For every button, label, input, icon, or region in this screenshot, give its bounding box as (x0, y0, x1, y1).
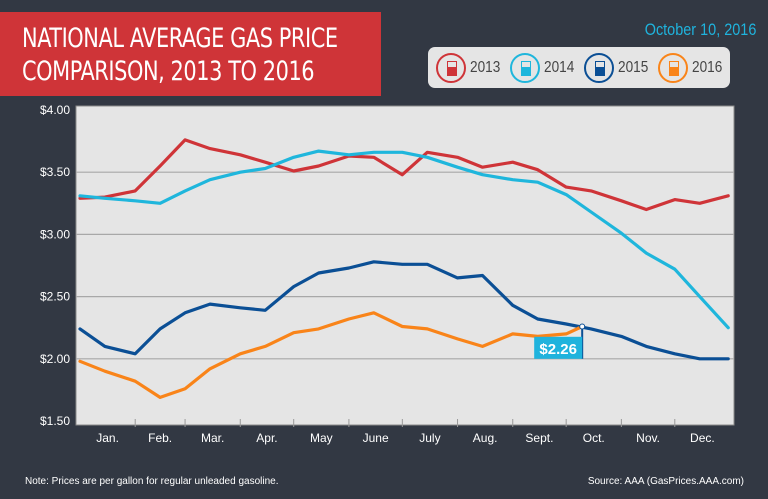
x-tick-label: Apr. (256, 431, 277, 445)
title-banner: NATIONAL AVERAGE GAS PRICE COMPARISON, 2… (0, 12, 381, 96)
x-tick-label: July (419, 431, 440, 445)
y-tick-label: $1.50 (40, 414, 70, 428)
line-chart: $4.00 $3.50 $3.00 $2.50 $2.00 $1.50 Jan. Feb. Ma… (40, 103, 735, 445)
legend: 2013 2014 2015 2016 (428, 47, 730, 88)
legend-item-2013: 2013 (436, 52, 506, 84)
gas-pump-icon (510, 53, 540, 83)
y-tick-label: $4.00 (40, 103, 70, 117)
gas-pump-icon (436, 53, 466, 83)
annotation-marker (579, 323, 586, 330)
page-title: NATIONAL AVERAGE GAS PRICE COMPARISON, 2… (22, 22, 338, 88)
y-tick-label: $3.50 (40, 165, 70, 179)
footer-note: Note: Prices are per gallon for regular … (25, 476, 279, 487)
legend-label: 2014 (544, 59, 575, 76)
x-tick-label: Aug. (473, 431, 498, 445)
y-tick-label: $2.00 (40, 352, 70, 366)
legend-label: 2015 (618, 59, 649, 76)
report-date: October 10, 2016 (644, 20, 756, 39)
x-tick-label: Sept. (525, 431, 553, 445)
x-tick-label: May (310, 431, 333, 445)
series-line-2016 (78, 311, 584, 399)
footer-source: Source: AAA (GasPrices.AAA.com) (587, 476, 744, 487)
legend-item-2014: 2014 (510, 52, 580, 84)
x-tick-label: Jan. (96, 431, 119, 445)
x-tick-label: Mar. (201, 431, 224, 445)
title-line-2: COMPARISON, 2013 TO 2016 (22, 56, 315, 87)
y-tick-label: $3.00 (40, 227, 70, 241)
gas-pump-icon (584, 53, 614, 83)
title-line-1: NATIONAL AVERAGE GAS PRICE (22, 23, 338, 54)
legend-item-2015: 2015 (584, 52, 654, 84)
x-tick-label: Nov. (636, 431, 660, 445)
annotation-box (534, 336, 583, 359)
x-tick-label: Feb. (148, 431, 172, 445)
x-tick-label: Dec. (690, 431, 715, 445)
legend-item-2016: 2016 (658, 52, 728, 84)
x-tick-label: Oct. (583, 431, 605, 445)
x-tick-label: June (363, 431, 389, 445)
gas-pump-icon (658, 53, 688, 83)
y-tick-label: $2.50 (40, 290, 70, 304)
annotation-label: $2.26 (539, 341, 577, 358)
legend-label: 2016 (692, 59, 723, 76)
legend-label: 2013 (470, 59, 501, 76)
